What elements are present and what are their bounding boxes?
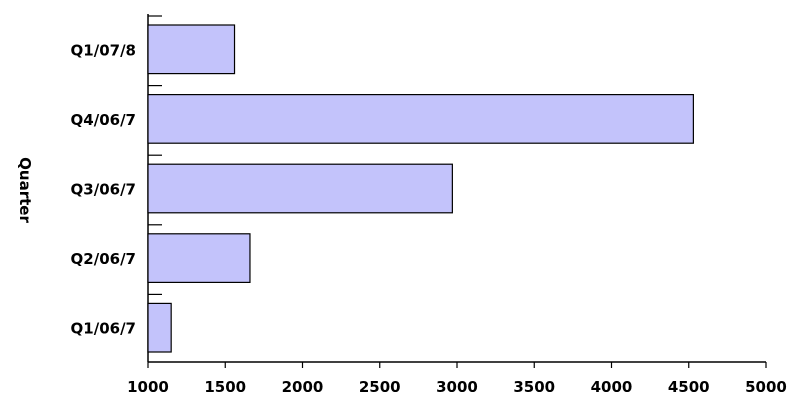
bar [147, 24, 236, 75]
x-tick-label: 5000 [745, 378, 787, 396]
x-tick-label: 2500 [359, 378, 401, 396]
bars [147, 24, 694, 353]
x-tick-label: 1500 [204, 378, 246, 396]
y-tick-label: Q3/06/7 [71, 181, 136, 199]
y-tick-label: Q1/06/7 [71, 320, 136, 338]
bar [147, 93, 694, 144]
bar [147, 233, 251, 284]
y-axis-title: Quarter [16, 157, 34, 223]
x-tick-labels: 1000 1500 2000 2500 3000 3500 4000 4500 5000 [127, 378, 787, 396]
bar [147, 302, 172, 353]
x-tick-label: 4000 [591, 378, 633, 396]
x-tick-label: 3500 [513, 378, 555, 396]
bar [147, 163, 453, 214]
x-tick-label: 2000 [282, 378, 324, 396]
x-tick-label: 3000 [436, 378, 478, 396]
x-tick-label: 1000 [127, 378, 169, 396]
y-tick-label: Q4/06/7 [71, 111, 136, 129]
y-tick-labels: Q1/07/8 Q4/06/7 Q3/06/7 Q2/06/7 Q1/06/7 [71, 41, 136, 337]
x-tick-label: 4500 [668, 378, 710, 396]
y-tick-label: Q2/06/7 [71, 250, 136, 268]
y-tick-label: Q1/07/8 [71, 41, 136, 59]
